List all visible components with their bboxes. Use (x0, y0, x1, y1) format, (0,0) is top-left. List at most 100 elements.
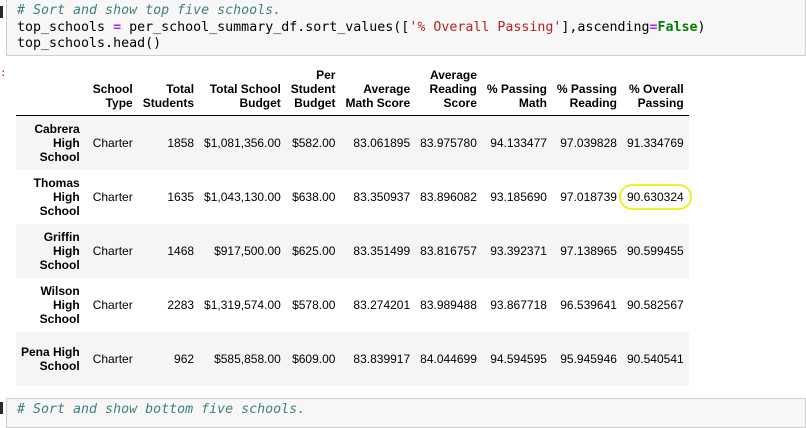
cell-budget: $917,500.00 (214, 243, 281, 258)
row-index-school-name: Wilson High School (16, 278, 85, 332)
cell-overall: 91.334769 (626, 135, 684, 150)
cell-pass_math: 93.392371 (490, 243, 547, 258)
column-header-line: Score (443, 96, 477, 110)
column-header-line: Total School (209, 82, 281, 96)
cell-reading: 83.896082 (420, 189, 477, 204)
cell-type: Charter (92, 135, 133, 150)
index-header (16, 68, 85, 116)
school-name-line: School (39, 149, 80, 164)
cell-budget: $1,043,130.00 (204, 189, 281, 204)
cell-per_student: $582.00 (292, 135, 336, 150)
cell-students: 2283 (167, 297, 195, 312)
cell-math: 83.061895 (353, 135, 411, 150)
cell-per_student: $609.00 (292, 351, 336, 366)
code-head-call: top_schools.head() (17, 36, 162, 51)
column-header-line: Reading (569, 96, 617, 110)
cell-focus-marker-bottom (0, 402, 3, 414)
column-header-line: Passing (637, 96, 684, 110)
school-name-line: School (39, 257, 80, 272)
cell-type: Charter (92, 297, 133, 312)
cell-type: Charter (92, 351, 133, 366)
code-args: ],ascending (561, 19, 650, 35)
cell-per_student: $638.00 (292, 189, 336, 204)
cell-overall: 90.540541 (626, 351, 684, 366)
column-header-line: Student (290, 82, 336, 96)
table-row: Wilson High School Charter 2283 $1,319,574.00… (16, 278, 689, 332)
cell-reading: 83.816757 (420, 243, 477, 258)
cell-reading: 84.044699 (420, 351, 477, 366)
school-name-line: High (53, 297, 80, 312)
school-name-line: High (53, 189, 80, 204)
column-header-line: Budget (239, 96, 281, 110)
cell-overall: 90.599455 (626, 243, 684, 258)
cell-pass_math: 93.185690 (490, 189, 547, 204)
code-var: top_schools (17, 19, 106, 35)
school-name-line: High (53, 135, 80, 150)
row-index-school-name: Thomas High School (16, 170, 85, 224)
column-header-line: Type (105, 96, 133, 110)
column-header-budget: Total School Budget (199, 68, 286, 116)
column-header-line: % Passing (486, 82, 547, 96)
code-close: ) (697, 19, 706, 35)
school-name-line: School (39, 203, 80, 218)
code-call: per_school_summary_df.sort_values([ (129, 19, 410, 35)
school-name-line: Pena High (21, 344, 80, 359)
column-header-per_student: Per Student Budget (285, 68, 341, 116)
column-header-line: Average (363, 82, 411, 96)
cell-math: 83.274201 (353, 297, 411, 312)
code-keyword: False (657, 19, 698, 35)
school-name-line: Thomas (33, 175, 80, 190)
cell-math: 83.839917 (353, 351, 411, 366)
cell-pass_reading: 97.039828 (560, 135, 617, 150)
cell-pass_math: 93.867718 (490, 297, 547, 312)
code-editor[interactable]: # Sort and show top five schools. top_sc… (17, 3, 706, 53)
column-header-math: Average Math Score (340, 68, 416, 116)
cell-budget: $1,081,356.00 (204, 135, 281, 150)
code-comment-bottom: # Sort and show bottom five schools. (17, 402, 306, 417)
cell-type: Charter (92, 243, 133, 258)
cell-budget: $1,319,574.00 (204, 297, 281, 312)
column-header-pass_math: % Passing Math (481, 68, 552, 116)
cell-students: 1858 (167, 135, 195, 150)
cell-type: Charter (92, 189, 133, 204)
column-header-line: Budget (294, 96, 336, 110)
row-index-school-name: Pena High School (16, 332, 85, 386)
cell-reading: 83.989488 (420, 297, 477, 312)
code-editor-bottom[interactable]: # Sort and show bottom five schools. (17, 402, 305, 419)
school-name-line: School (39, 311, 80, 326)
column-header-line: School (92, 82, 133, 96)
output-prompt-marker: : (0, 66, 7, 79)
column-header-line: Reading (429, 82, 477, 96)
cell-reading: 83.975780 (420, 135, 477, 150)
cell-math: 83.350937 (353, 189, 411, 204)
highlight-circle-annotation: 90.630324 (618, 183, 692, 210)
code-string: '% Overall Passing' (409, 19, 562, 35)
table-row: Griffin High School Charter 1468 $917,500.00 $… (16, 223, 689, 278)
cell-students: 962 (174, 351, 195, 366)
column-header-line: Math Score (345, 96, 411, 110)
column-header-line: Students (142, 96, 195, 110)
school-name-line: Wilson (40, 283, 80, 298)
school-name-line: Cabrera (34, 121, 80, 136)
table-header-row: School Type Total Students Total School Budge… (16, 68, 689, 116)
code-cell-bottom[interactable]: # Sort and show bottom five schools. (6, 398, 806, 428)
cell-budget: $585,858.00 (214, 351, 281, 366)
school-name-line: Griffin (43, 229, 80, 244)
row-index-school-name: Griffin High School (16, 224, 85, 278)
cell-pass_math: 94.133477 (490, 135, 547, 150)
code-cell-top[interactable]: # Sort and show top five schools. top_sc… (6, 0, 806, 56)
code-eq-op: = (649, 19, 658, 35)
column-header-type: School Type (84, 68, 138, 116)
school-name-line: School (39, 358, 80, 373)
cell-focus-marker (0, 6, 3, 18)
cell-pass_reading: 97.138965 (560, 243, 617, 258)
column-header-pass_reading: % Passing Reading (551, 68, 622, 116)
dataframe-output: School Type Total Students Total School Budge… (16, 68, 692, 386)
column-header-students: Total Students (137, 68, 200, 116)
cell-overall: 90.630324 (618, 170, 692, 224)
cell-pass_reading: 97.018739 (560, 189, 617, 204)
column-header-line: % Passing (556, 82, 617, 96)
column-header-line: % Overall (628, 82, 684, 96)
table-row: Cabrera High School Charter 1858 $1,081,356.0… (16, 115, 689, 170)
column-header-reading: Average Reading Score (415, 68, 482, 116)
